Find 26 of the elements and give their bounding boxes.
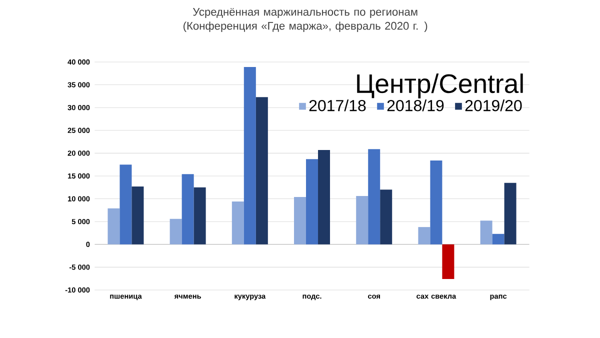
chart-title: Усреднённая маржинальность по регионам (Конференция «Где маржа», февраль 2020 г. ) [184,8,428,32]
bar [170,218,182,244]
bar [132,186,144,244]
bar [194,187,206,244]
bar [318,150,330,244]
chart-subtitle: Центр/Central [357,74,523,98]
bar [232,202,244,244]
legend-label: 2019/20 [465,100,522,112]
bar [368,149,380,244]
bar [442,244,454,280]
bar [356,196,368,244]
bar [430,160,442,244]
legend-label: 2017/18 [309,100,366,112]
bar [182,174,194,244]
bar [492,234,504,244]
bar [504,182,516,244]
bar [108,208,120,244]
bar [244,67,256,244]
bar [120,164,132,244]
bar [380,190,392,244]
bar [306,159,318,244]
bar [418,227,430,244]
legend-label: 2018/19 [387,100,444,112]
bar [256,97,268,244]
bar [480,220,492,244]
bar [294,196,306,244]
